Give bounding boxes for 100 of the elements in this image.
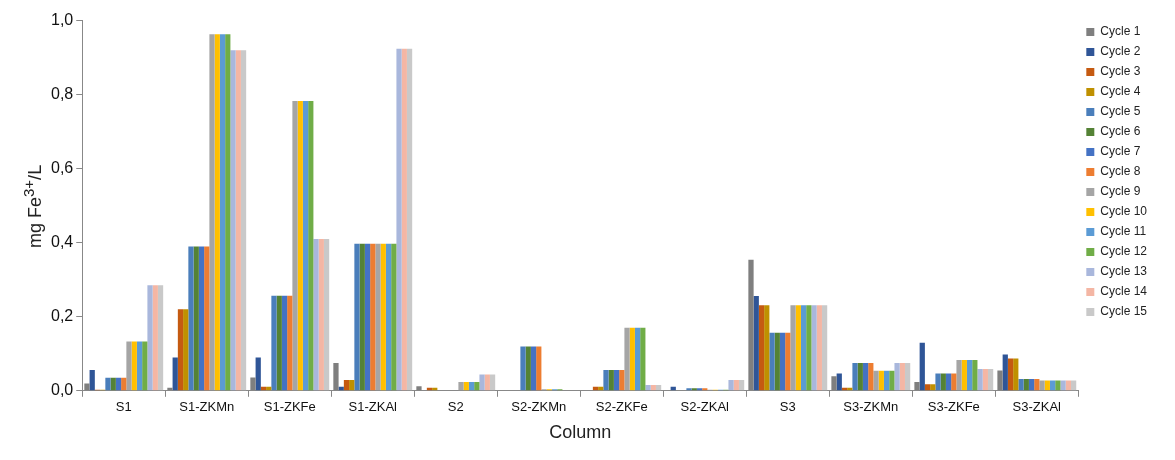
bar — [686, 388, 692, 391]
bar — [297, 100, 303, 391]
bar — [816, 305, 822, 391]
bar — [313, 239, 319, 391]
bar — [375, 243, 381, 391]
bar — [728, 380, 734, 391]
bar — [204, 246, 210, 391]
bar — [214, 34, 220, 391]
bar — [940, 373, 946, 391]
bar — [883, 370, 890, 391]
bar — [852, 363, 858, 391]
bar — [878, 370, 884, 391]
bar — [255, 357, 261, 391]
bar — [862, 363, 869, 391]
bar — [811, 305, 817, 391]
legend-label: Cycle 4 — [1100, 84, 1141, 99]
legend-label: Cycle 13 — [1100, 264, 1148, 279]
bar — [758, 305, 765, 391]
bar — [738, 380, 745, 391]
x-tick-label: S1-ZKAl — [348, 399, 398, 415]
legend-label: Cycle 15 — [1100, 304, 1148, 319]
bar — [354, 243, 360, 391]
bar — [172, 357, 178, 391]
y-tick-label: 0,6 — [50, 159, 74, 177]
legend-label: Cycle 6 — [1100, 124, 1141, 139]
y-tick-label: 0,8 — [50, 85, 74, 103]
bar — [836, 373, 842, 391]
bar — [1002, 354, 1008, 391]
bar — [152, 285, 158, 391]
bar — [894, 363, 900, 391]
bar — [385, 243, 392, 391]
bar — [961, 360, 967, 391]
bar — [484, 374, 490, 391]
x-tick-label: S3-ZKFe — [927, 399, 980, 415]
bar — [691, 388, 697, 391]
bar — [873, 370, 879, 391]
bar — [1028, 378, 1035, 391]
bar — [343, 380, 350, 391]
bar — [281, 295, 288, 391]
bar — [188, 246, 194, 391]
bar — [276, 295, 282, 391]
bar — [198, 246, 205, 391]
legend-label: Cycle 3 — [1100, 64, 1141, 79]
bar — [1018, 378, 1024, 391]
x-tick-label: S2-ZKMn — [511, 399, 567, 415]
bar — [489, 374, 496, 391]
bar — [790, 305, 796, 391]
legend-label: Cycle 7 — [1100, 144, 1141, 159]
bar — [364, 243, 371, 391]
bar — [702, 388, 708, 391]
bar — [271, 295, 277, 391]
bar — [323, 239, 330, 391]
bar — [785, 332, 791, 391]
bar — [624, 327, 630, 391]
bar — [764, 305, 770, 391]
bar — [779, 332, 786, 391]
legend-label: Cycle 9 — [1100, 184, 1141, 199]
y-tick-label: 0,4 — [50, 233, 74, 251]
bar — [520, 346, 526, 391]
x-tick-label: S2-ZKFe — [595, 399, 648, 415]
x-tick-label: S3-ZKAl — [1012, 399, 1062, 415]
bar — [525, 346, 531, 391]
bar — [634, 327, 641, 391]
bar — [1065, 380, 1071, 391]
x-axis-title: Column — [549, 422, 612, 443]
x-tick-label: S1 — [115, 399, 132, 415]
bar — [308, 100, 314, 391]
y-tick-label: 0,0 — [50, 381, 74, 399]
bar — [1039, 380, 1045, 391]
bar — [209, 34, 215, 391]
bar — [302, 100, 309, 391]
bar — [318, 239, 324, 391]
legend-label: Cycle 5 — [1100, 104, 1141, 119]
bar — [1060, 380, 1066, 391]
bar — [193, 246, 199, 391]
bar — [183, 309, 189, 391]
bar — [806, 305, 812, 391]
bar — [1049, 380, 1056, 391]
bar — [795, 305, 801, 391]
bar — [391, 243, 397, 391]
bar — [753, 296, 759, 391]
bar — [463, 381, 469, 391]
bar — [645, 384, 651, 391]
bar — [1055, 380, 1061, 391]
bar — [89, 370, 95, 391]
legend-label: Cycle 2 — [1100, 44, 1141, 59]
bar — [987, 368, 994, 391]
bar — [235, 50, 241, 391]
legend-label: Cycle 10 — [1100, 204, 1148, 219]
x-tick-label: S3-ZKMn — [843, 399, 899, 415]
bar — [147, 285, 153, 391]
legend-label: Cycle 8 — [1100, 164, 1141, 179]
bar — [608, 370, 614, 391]
bar — [945, 373, 952, 391]
bar — [904, 363, 911, 391]
bar — [951, 373, 957, 391]
bar — [640, 327, 646, 391]
bar — [603, 370, 609, 391]
legend-label: Cycle 14 — [1100, 284, 1148, 299]
x-tick-label: S2 — [447, 399, 464, 415]
